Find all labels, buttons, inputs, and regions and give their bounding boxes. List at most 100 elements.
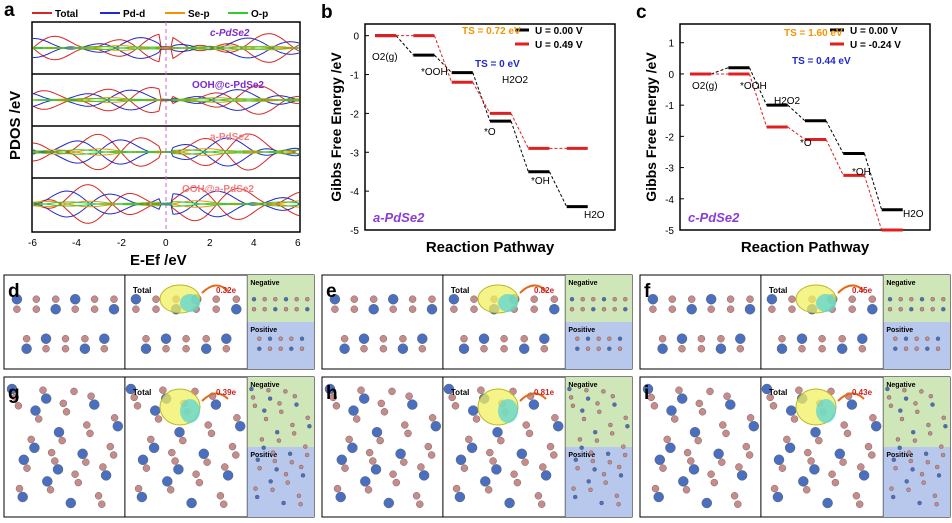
se-atom bbox=[569, 307, 575, 312]
se-atom bbox=[290, 422, 295, 428]
charge-transfer-arrow bbox=[837, 284, 865, 294]
pd-atom bbox=[943, 424, 948, 429]
se-atom bbox=[11, 393, 19, 402]
pd-atom bbox=[222, 470, 234, 481]
pd-atom bbox=[772, 491, 784, 503]
energy-connector bbox=[510, 113, 529, 149]
se-atom bbox=[766, 393, 774, 402]
legend-label: U = 0.49 V bbox=[535, 40, 583, 51]
step-label: *OOH bbox=[421, 67, 448, 78]
se-atom bbox=[460, 335, 468, 343]
ts-label: TS = 0.72 eV bbox=[462, 26, 521, 37]
se-atom bbox=[736, 345, 744, 353]
se-atom bbox=[272, 458, 277, 464]
se-atom bbox=[329, 393, 337, 402]
se-atom bbox=[82, 458, 90, 466]
ytick-label: -3 bbox=[665, 164, 674, 175]
se-atom bbox=[538, 500, 546, 508]
se-atom bbox=[612, 307, 617, 312]
se-atom bbox=[35, 415, 43, 423]
ytick-label: -2 bbox=[350, 109, 359, 120]
se-atom bbox=[364, 486, 373, 494]
se-atom bbox=[585, 346, 591, 351]
se-atom bbox=[928, 394, 933, 399]
legend-o-p: O-p bbox=[251, 9, 268, 20]
pdos-line-total bbox=[32, 151, 300, 171]
se-atom bbox=[74, 478, 83, 487]
pd-atom bbox=[339, 343, 350, 354]
charge-depletion-blob bbox=[498, 294, 519, 312]
se-atom bbox=[257, 466, 262, 471]
pd-atom bbox=[368, 304, 379, 315]
se-atom bbox=[903, 346, 909, 351]
se-atom bbox=[262, 297, 267, 302]
pd-atom bbox=[261, 445, 266, 450]
se-atom bbox=[270, 450, 276, 455]
legend-label: U = -0.24 V bbox=[850, 40, 901, 51]
se-atom bbox=[525, 429, 534, 438]
se-atom bbox=[778, 464, 787, 472]
panel-label-i: i bbox=[644, 383, 649, 404]
se-atom bbox=[289, 336, 294, 341]
se-atom bbox=[305, 297, 310, 302]
se-atom bbox=[591, 297, 596, 302]
se-atom bbox=[722, 429, 730, 438]
se-atom bbox=[399, 335, 407, 343]
se-atom bbox=[14, 402, 23, 410]
pd-atom bbox=[936, 473, 942, 478]
pd-atom bbox=[491, 464, 502, 475]
se-atom bbox=[448, 393, 456, 402]
charge-transfer-arrow bbox=[201, 392, 229, 402]
se-atom bbox=[510, 470, 518, 478]
se-atom bbox=[706, 387, 714, 396]
pd-atom bbox=[735, 333, 746, 344]
se-atom bbox=[341, 464, 349, 472]
se-atom bbox=[603, 480, 608, 485]
se-atom bbox=[13, 305, 21, 313]
se-atom bbox=[595, 401, 600, 406]
se-atom bbox=[695, 399, 703, 408]
se-atom bbox=[650, 402, 659, 410]
pd-atom bbox=[871, 421, 882, 432]
pd-atom bbox=[891, 457, 896, 462]
pd-atom bbox=[53, 427, 65, 438]
pd-atom bbox=[504, 497, 515, 509]
se-atom bbox=[868, 451, 876, 459]
se-atom bbox=[204, 421, 212, 429]
energy-connector bbox=[433, 35, 453, 83]
pd-atom bbox=[249, 386, 254, 392]
se-atom bbox=[893, 466, 898, 471]
pd-atom bbox=[99, 333, 110, 344]
se-atom bbox=[276, 438, 282, 443]
pd-atom bbox=[858, 470, 870, 481]
se-atom bbox=[886, 395, 892, 400]
se-atom bbox=[259, 437, 265, 442]
se-atom bbox=[401, 421, 409, 429]
se-atom bbox=[735, 463, 743, 471]
step-label: *OH bbox=[531, 176, 550, 187]
se-atom bbox=[935, 346, 941, 351]
pd-atom bbox=[930, 402, 935, 407]
se-atom bbox=[424, 442, 432, 451]
se-atom bbox=[489, 457, 497, 465]
se-atom bbox=[270, 487, 275, 492]
se-atom bbox=[110, 414, 119, 422]
pdos-line-total bbox=[32, 184, 300, 205]
pd-atom bbox=[605, 451, 611, 456]
charge-depletion-blob bbox=[180, 399, 201, 423]
pd-atom bbox=[468, 405, 479, 416]
se-atom bbox=[570, 403, 576, 408]
se-atom bbox=[166, 486, 175, 494]
se-atom bbox=[62, 408, 71, 416]
se-atom bbox=[332, 402, 341, 410]
se-atom bbox=[380, 408, 389, 416]
pd-atom bbox=[255, 494, 260, 500]
se-atom bbox=[580, 297, 585, 302]
se-atom bbox=[90, 305, 99, 313]
pd-atom bbox=[885, 386, 890, 392]
se-atom bbox=[623, 297, 628, 302]
se-atom bbox=[893, 336, 898, 341]
se-atom bbox=[90, 295, 99, 303]
pd-atom bbox=[395, 448, 406, 459]
se-atom bbox=[233, 414, 241, 422]
